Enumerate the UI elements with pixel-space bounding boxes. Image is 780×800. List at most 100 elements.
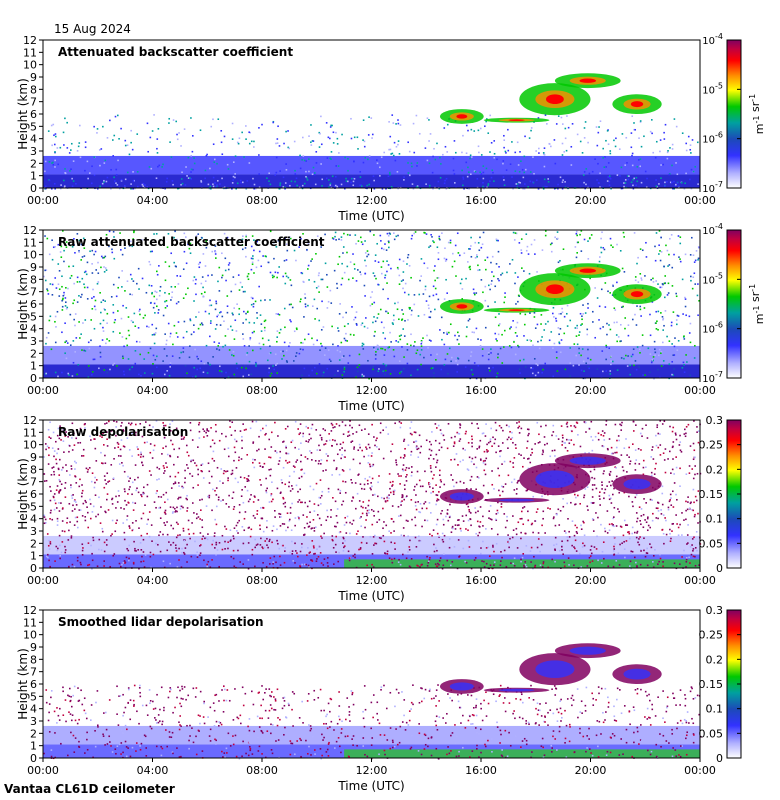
noise-pixel [517,276,519,278]
noise-pixel [390,267,392,270]
noise-pixel [504,292,506,294]
noise-pixel [639,351,641,354]
noise-pixel [555,320,558,322]
noise-pixel [485,547,488,549]
noise-pixel [206,153,208,156]
noise-pixel [294,180,296,183]
noise-pixel [233,307,235,309]
noise-pixel [127,358,130,360]
noise-pixel [473,463,475,466]
noise-pixel [60,439,62,441]
noise-pixel [162,447,164,449]
noise-pixel [214,251,217,253]
noise-pixel [207,183,210,186]
noise-pixel [299,565,301,567]
noise-pixel [282,186,285,188]
noise-pixel [321,185,323,187]
noise-pixel [591,484,594,486]
noise-pixel [412,122,415,125]
noise-pixel [60,245,63,248]
noise-pixel [129,486,131,488]
noise-pixel [575,354,578,357]
noise-pixel [76,233,79,235]
noise-pixel [634,128,636,131]
noise-pixel [115,495,117,498]
noise-pixel [44,443,47,445]
noise-pixel [534,327,537,329]
noise-pixel [666,294,669,296]
noise-pixel [197,233,200,235]
noise-pixel [501,485,503,488]
noise-pixel [439,156,441,159]
noise-pixel [57,283,60,286]
noise-pixel [141,277,144,280]
noise-pixel [115,507,117,509]
noise-pixel [353,334,355,336]
noise-pixel [266,359,269,362]
noise-pixel [101,432,104,434]
noise-pixel [660,365,663,367]
noise-pixel [425,507,428,510]
noise-pixel [103,271,106,273]
noise-pixel [166,549,169,552]
noise-pixel [621,306,623,309]
noise-pixel [546,185,548,188]
noise-pixel [251,261,254,264]
noise-pixel [475,292,478,294]
noise-pixel [359,446,361,449]
noise-pixel [369,304,372,307]
noise-pixel [369,487,372,489]
noise-pixel [530,129,532,132]
noise-pixel [562,553,564,555]
noise-pixel [380,156,383,159]
noise-pixel [299,167,302,170]
noise-pixel [679,242,682,245]
noise-pixel [119,232,121,234]
noise-pixel [84,270,87,273]
noise-pixel [553,342,556,345]
noise-pixel [248,162,251,164]
noise-pixel [273,555,276,558]
noise-pixel [554,162,557,165]
noise-pixel [139,422,142,425]
noise-pixel [440,163,442,165]
noise-pixel [215,487,218,489]
noise-pixel [134,325,137,327]
noise-pixel [543,329,546,331]
noise-pixel [571,520,574,522]
noise-pixel [509,263,511,265]
noise-pixel [57,243,60,246]
noise-pixel [507,128,509,131]
noise-pixel [301,374,303,377]
noise-pixel [183,320,186,323]
noise-pixel [56,147,59,149]
noise-pixel [205,155,208,157]
noise-pixel [439,329,441,331]
noise-pixel [439,479,442,481]
noise-pixel [660,286,663,289]
noise-pixel [684,182,686,185]
noise-pixel [299,348,302,350]
noise-pixel [223,186,226,189]
noise-pixel [338,313,341,315]
noise-pixel [81,256,84,258]
y-tick-label: 6 [30,108,37,121]
noise-pixel [532,156,534,158]
noise-pixel [120,178,123,181]
noise-pixel [596,144,599,147]
noise-pixel [558,341,561,344]
noise-pixel [674,337,676,339]
noise-pixel [433,376,435,378]
noise-pixel [613,545,615,548]
noise-pixel [575,550,578,552]
colorbar-tick-label: 10-6 [702,131,723,146]
noise-pixel [84,146,87,149]
noise-pixel [168,122,170,124]
noise-pixel [302,155,305,157]
noise-pixel [637,159,640,161]
noise-pixel [472,288,475,291]
noise-pixel [134,187,136,190]
noise-pixel [610,484,612,487]
noise-pixel [671,343,673,345]
noise-pixel [428,339,431,341]
